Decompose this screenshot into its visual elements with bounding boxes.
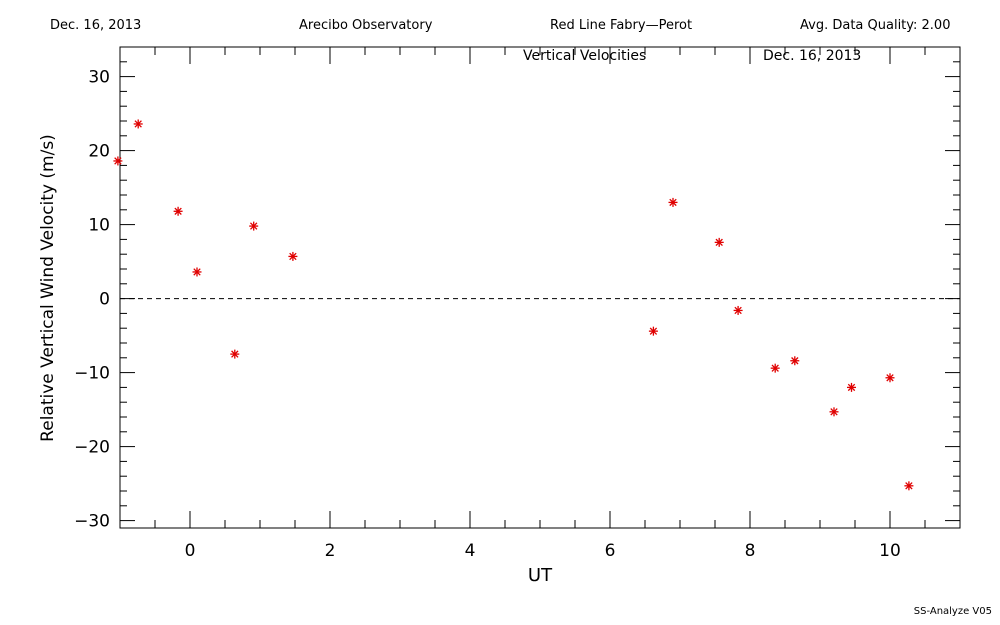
data-point	[288, 251, 298, 261]
y-tick-label: 0	[99, 290, 110, 310]
y-tick-label: −30	[74, 512, 110, 532]
header-instrument: Red Line Fabry—Perot	[550, 18, 693, 33]
data-point	[173, 206, 183, 216]
axis-ticks	[119, 47, 961, 528]
data-point	[714, 237, 724, 247]
data-point	[885, 373, 895, 383]
x-tick-label: 8	[745, 541, 756, 561]
y-tick-label: 10	[88, 216, 110, 236]
header-date: Dec. 16, 2013	[50, 18, 142, 33]
data-points	[113, 119, 914, 491]
data-point	[249, 221, 259, 231]
data-point	[133, 119, 143, 129]
data-point	[230, 349, 240, 359]
footer-version: SS-Analyze V05	[913, 606, 992, 617]
data-point	[904, 481, 914, 491]
data-point	[648, 326, 658, 336]
data-point	[829, 407, 839, 417]
chart-title: Vertical Velocities	[523, 48, 646, 64]
y-tick-label: 30	[88, 68, 110, 88]
x-tick-label: 10	[879, 541, 901, 561]
data-point	[847, 382, 856, 392]
x-axis-label: UT	[528, 565, 553, 586]
data-point	[192, 267, 202, 277]
x-tick-label: 6	[605, 541, 616, 561]
y-axis-label: Relative Vertical Wind Velocity (m/s)	[38, 134, 58, 442]
data-point	[790, 356, 800, 366]
x-tick-label: 0	[185, 541, 196, 561]
data-point	[733, 305, 743, 315]
header-quality: Avg. Data Quality: 2.00	[800, 18, 951, 33]
x-tick-label: 2	[325, 541, 336, 561]
data-point	[113, 156, 123, 166]
tick-labels: −30 −20 −10 0 10 20 30 0 2 4 6 8 10	[74, 68, 901, 561]
data-point	[668, 197, 678, 207]
x-tick-label: 4	[465, 541, 476, 561]
plot-frame	[119, 46, 961, 529]
chart-title-date: Dec. 16, 2013	[763, 48, 861, 64]
data-point	[770, 363, 780, 373]
header-observatory: Arecibo Observatory	[299, 18, 433, 33]
y-tick-label: −20	[74, 438, 110, 458]
y-tick-label: 20	[88, 142, 110, 162]
y-tick-label: −10	[74, 364, 110, 384]
